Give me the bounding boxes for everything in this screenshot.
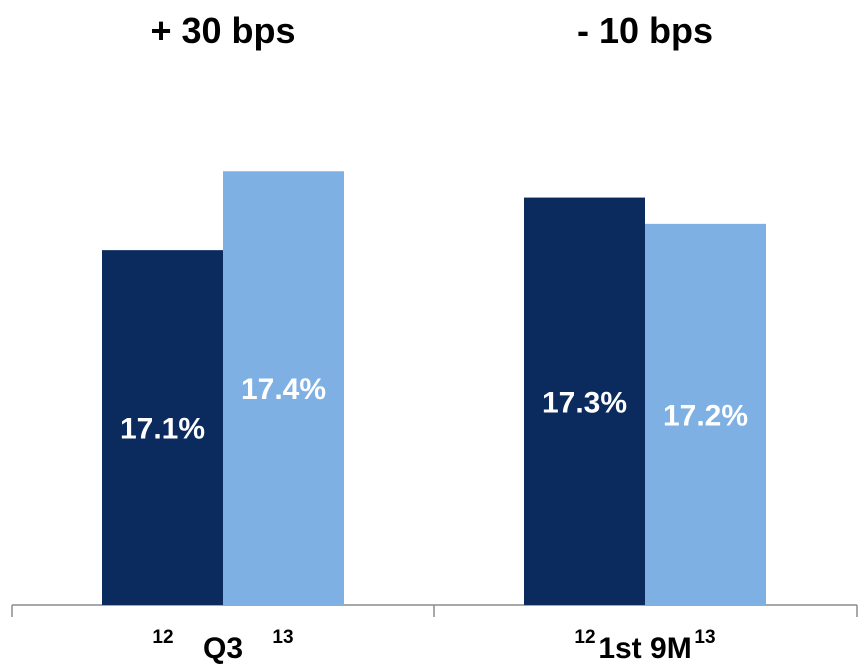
delta-label: + 30 bps: [150, 10, 295, 51]
bar-value-label: 17.4%: [241, 373, 326, 406]
bar-value-label: 17.3%: [542, 386, 627, 419]
series-label: 12: [574, 627, 595, 648]
x-axis: [12, 605, 857, 617]
category-label: 1st 9M: [598, 632, 691, 665]
bar-value-label: 17.2%: [663, 399, 748, 432]
series-label: 12: [152, 627, 173, 648]
bar-value-label: 17.1%: [120, 413, 205, 446]
category-label: Q3: [203, 632, 243, 665]
delta-label: - 10 bps: [577, 10, 713, 51]
series-label: 13: [272, 627, 293, 648]
bar-series: [102, 171, 766, 605]
series-label: 13: [694, 627, 715, 648]
